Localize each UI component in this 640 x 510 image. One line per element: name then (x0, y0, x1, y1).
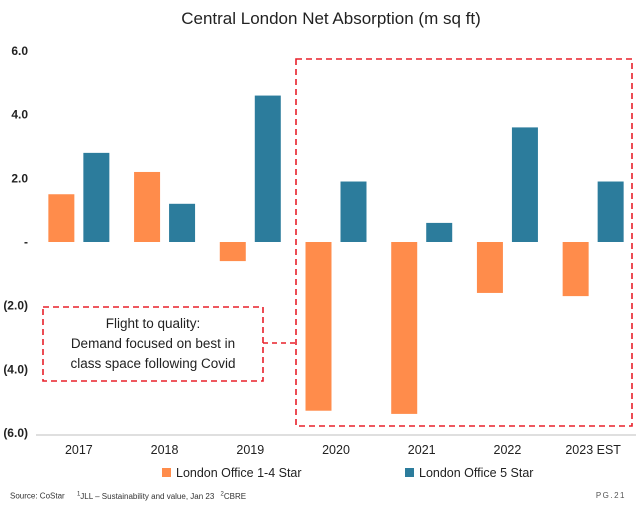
x-tick-label: 2018 (151, 443, 179, 457)
y-tick-label: 6.0 (11, 44, 28, 58)
y-tick-label: - (24, 235, 28, 249)
x-tick-label: 2019 (236, 443, 264, 457)
bar-office-1-4-star-2018 (134, 171, 161, 242)
x-tick-label: 2020 (322, 443, 350, 457)
flight-to-quality-callout-box (42, 306, 264, 382)
legend-item-office-1-4-star: London Office 1-4 Star (162, 466, 302, 480)
bar-office-5-star-2021 (426, 222, 453, 242)
x-tick-label: 2022 (494, 443, 522, 457)
x-tick-label: 2023 EST (565, 443, 621, 457)
x-tick-label: 2021 (408, 443, 436, 457)
bar-office-1-4-star-2021 (391, 242, 418, 414)
bar-office-5-star-2017 (83, 152, 110, 242)
callout-text-line: Flight to quality: (106, 316, 201, 331)
bar-office-1-4-star-2023-est (562, 242, 589, 297)
bar-office-5-star-2018 (169, 203, 196, 242)
bar-office-1-4-star-2020 (305, 242, 332, 411)
y-tick-label: 2.0 (11, 171, 28, 185)
bar-office-5-star-2023-est (597, 181, 624, 242)
x-tick-label: 2017 (65, 443, 93, 457)
footnote-2: 2CBRE (220, 491, 247, 501)
footer-source: Source: CoStar 1JLL – Sustainability and… (10, 491, 246, 501)
legend-swatch (162, 468, 171, 477)
chart-title: Central London Net Absorption (m sq ft) (181, 9, 481, 28)
legend-label: London Office 5 Star (419, 466, 533, 480)
bar-office-1-4-star-2022 (476, 242, 503, 293)
bar-office-5-star-2022 (511, 127, 538, 242)
y-tick-label: 4.0 (11, 108, 28, 122)
source-text: Source: CoStar (10, 491, 65, 501)
y-tick-label: (6.0) (3, 426, 28, 440)
legend-label: London Office 1-4 Star (176, 466, 302, 480)
bar-office-1-4-star-2017 (48, 194, 75, 242)
bar-office-1-4-star-2019 (219, 242, 246, 262)
page-number: PG.21 (595, 491, 626, 500)
bar-office-5-star-2019 (254, 95, 281, 242)
legend-item-office-5-star: London Office 5 Star (405, 466, 533, 480)
footnote-1: 1JLL – Sustainability and value, Jan 23 (76, 491, 215, 501)
bar-office-5-star-2020 (340, 181, 367, 242)
legend-swatch (405, 468, 414, 477)
y-tick-label: (4.0) (3, 362, 28, 376)
y-tick-label: (2.0) (3, 299, 28, 313)
covid-period-highlight-box (295, 58, 633, 427)
callout-text-line: class space following Covid (70, 356, 235, 371)
callout-text-line: Demand focused on best in (71, 336, 235, 351)
